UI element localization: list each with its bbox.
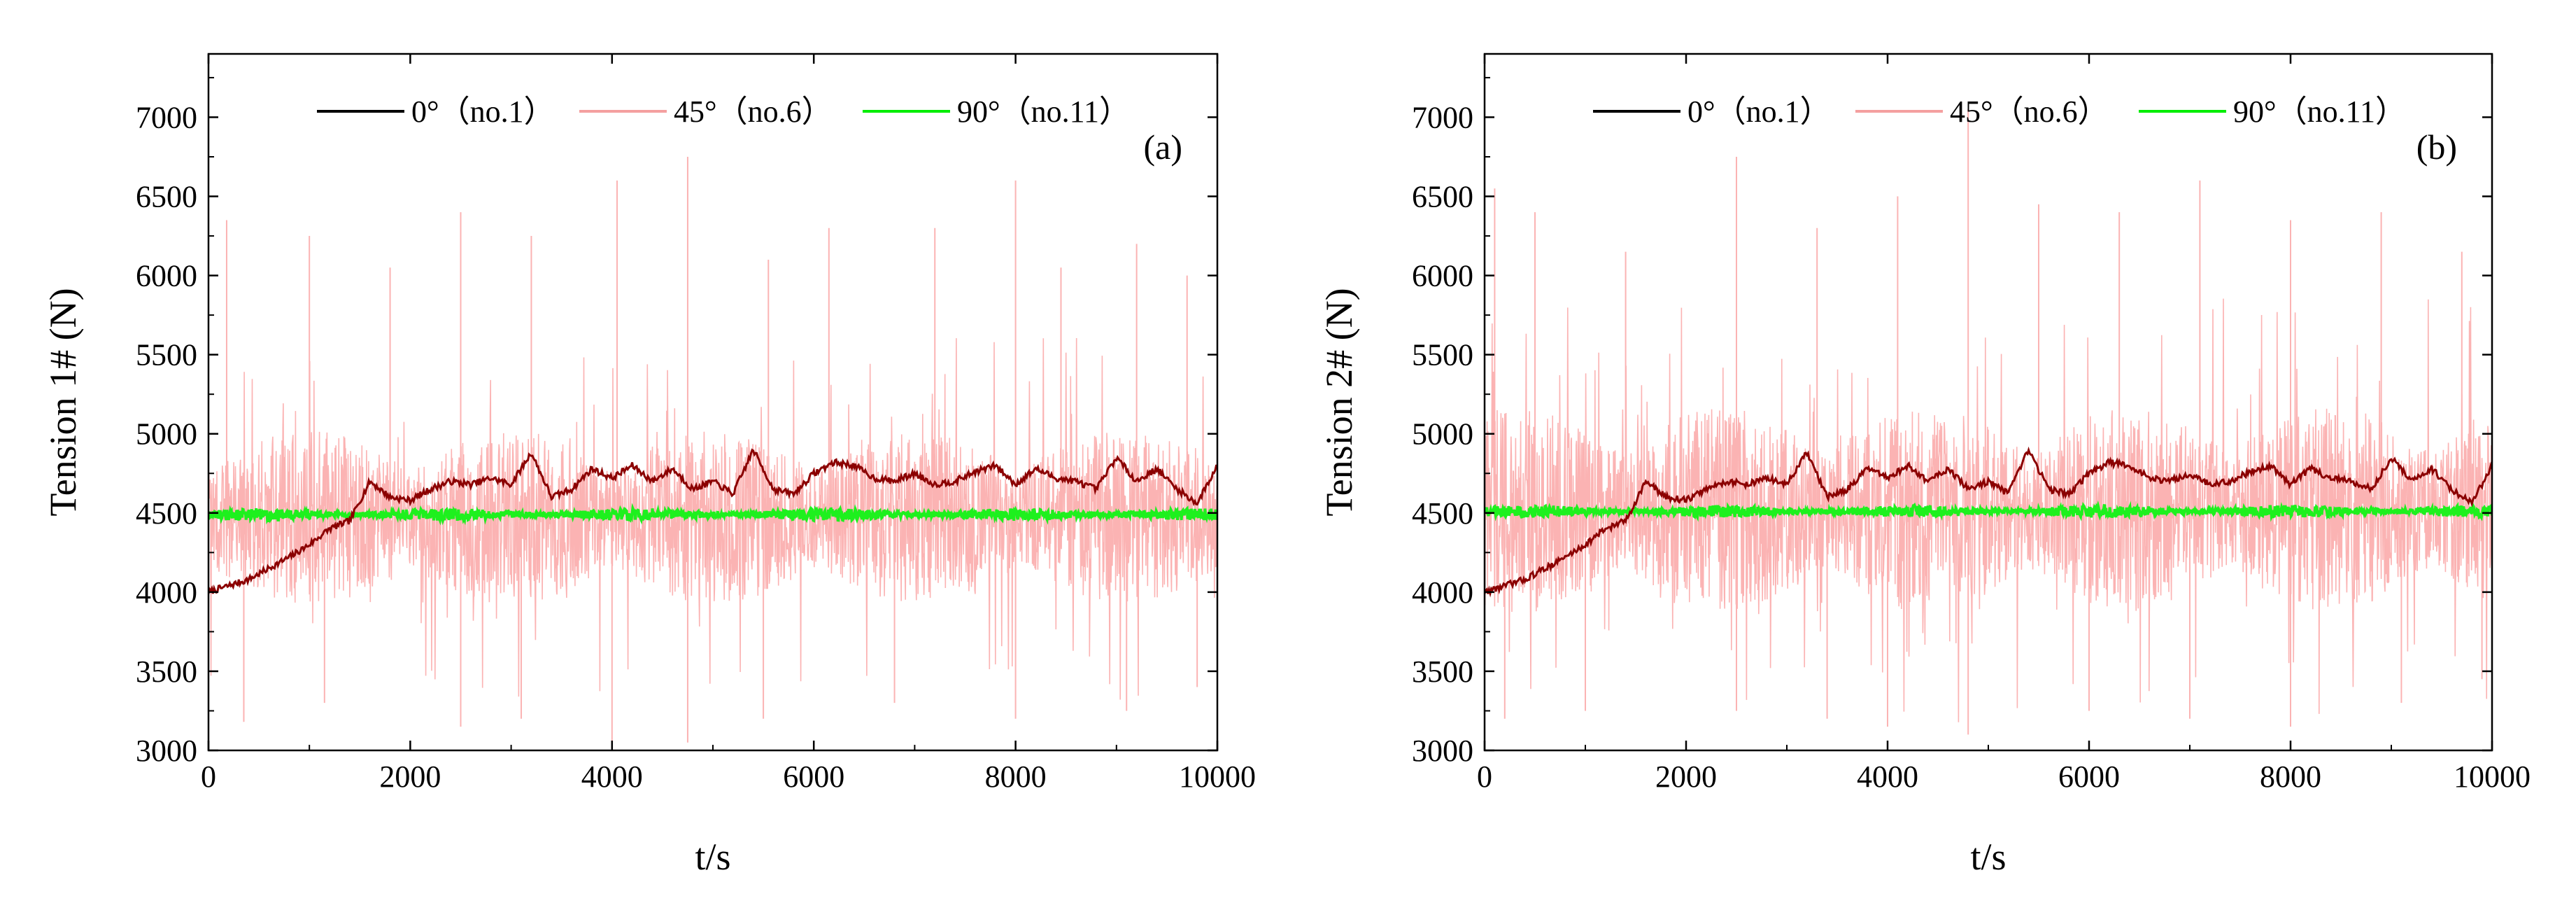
x-tick-label: 2000 bbox=[1655, 760, 1717, 794]
x-tick-label: 2000 bbox=[379, 760, 441, 794]
y-tick-label: 5500 bbox=[136, 338, 197, 372]
legend-label-1: 45°（no.6） bbox=[1950, 94, 2109, 129]
y-tick-label: 7000 bbox=[1412, 100, 1473, 134]
y-tick-label: 3500 bbox=[1412, 654, 1473, 689]
y-tick-label: 4500 bbox=[136, 496, 197, 531]
x-axis-title: t/s bbox=[695, 836, 730, 878]
y-tick-label: 4000 bbox=[136, 575, 197, 610]
series-deg45-line bbox=[208, 337, 1217, 700]
y-axis-title: Tension 1# (N) bbox=[42, 288, 84, 516]
panel-label: (a) bbox=[1144, 127, 1183, 167]
legend-label-2: 90°（no.11） bbox=[957, 94, 1130, 129]
y-tick-label: 6500 bbox=[1412, 180, 1473, 214]
x-tick-label: 8000 bbox=[985, 760, 1047, 794]
x-tick-label: 0 bbox=[201, 760, 216, 794]
legend-label-2: 90°（no.11） bbox=[2233, 94, 2406, 129]
series-deg90-line bbox=[208, 503, 1217, 526]
y-tick-label: 7000 bbox=[136, 100, 197, 134]
x-tick-label: 6000 bbox=[2058, 760, 2120, 794]
plot-area bbox=[1485, 109, 2492, 735]
y-tick-label: 5000 bbox=[1412, 417, 1473, 451]
y-tick-label: 6000 bbox=[136, 259, 197, 293]
y-tick-label: 3000 bbox=[136, 734, 197, 768]
y-tick-label: 6500 bbox=[136, 180, 197, 214]
x-tick-label: 8000 bbox=[2260, 760, 2321, 794]
y-tick-label: 3000 bbox=[1412, 734, 1473, 768]
chart-panel-1: 0 2000 4000 6000 8000 10000 3000 3500 4000 4500 50… bbox=[1318, 52, 2531, 878]
y-tick-label: 5000 bbox=[136, 417, 197, 451]
series-deg0-line bbox=[208, 448, 1217, 594]
plot-area bbox=[208, 156, 1217, 743]
x-tick-label: 0 bbox=[1477, 760, 1492, 794]
plot-frame bbox=[1483, 52, 2493, 752]
series-deg0-line bbox=[1485, 446, 2492, 598]
y-tick-label: 4500 bbox=[1412, 496, 1473, 531]
legend: 0°（no.1） 45°（no.6） 90°（no.11） bbox=[317, 94, 1130, 129]
series-deg45-line bbox=[1485, 298, 2492, 722]
x-tick-label: 4000 bbox=[1857, 760, 1918, 794]
series-deg90-line bbox=[1485, 500, 2492, 522]
y-tick-label: 3500 bbox=[136, 654, 197, 689]
x-axis-title: t/s bbox=[1970, 836, 2006, 878]
x-tick-label: 6000 bbox=[783, 760, 844, 794]
chart-panel-0: 0 2000 4000 6000 8000 10000 3000 3500 4000 4500 50… bbox=[42, 52, 1256, 878]
x-tick-label: 4000 bbox=[581, 760, 643, 794]
panel-label: (b) bbox=[2416, 127, 2457, 167]
legend-label-0: 0°（no.1） bbox=[411, 94, 555, 129]
y-tick-label: 4000 bbox=[1412, 575, 1473, 610]
y-axis-title: Tension 2# (N) bbox=[1318, 288, 1360, 516]
legend-label-1: 45°（no.6） bbox=[674, 94, 833, 129]
legend: 0°（no.1） 45°（no.6） 90°（no.11） bbox=[1593, 94, 2406, 129]
legend-label-0: 0°（no.1） bbox=[1687, 94, 1831, 129]
x-tick-label: 10000 bbox=[2454, 760, 2531, 794]
y-tick-label: 5500 bbox=[1412, 338, 1473, 372]
y-tick-label: 6000 bbox=[1412, 259, 1473, 293]
x-tick-label: 10000 bbox=[1179, 760, 1256, 794]
